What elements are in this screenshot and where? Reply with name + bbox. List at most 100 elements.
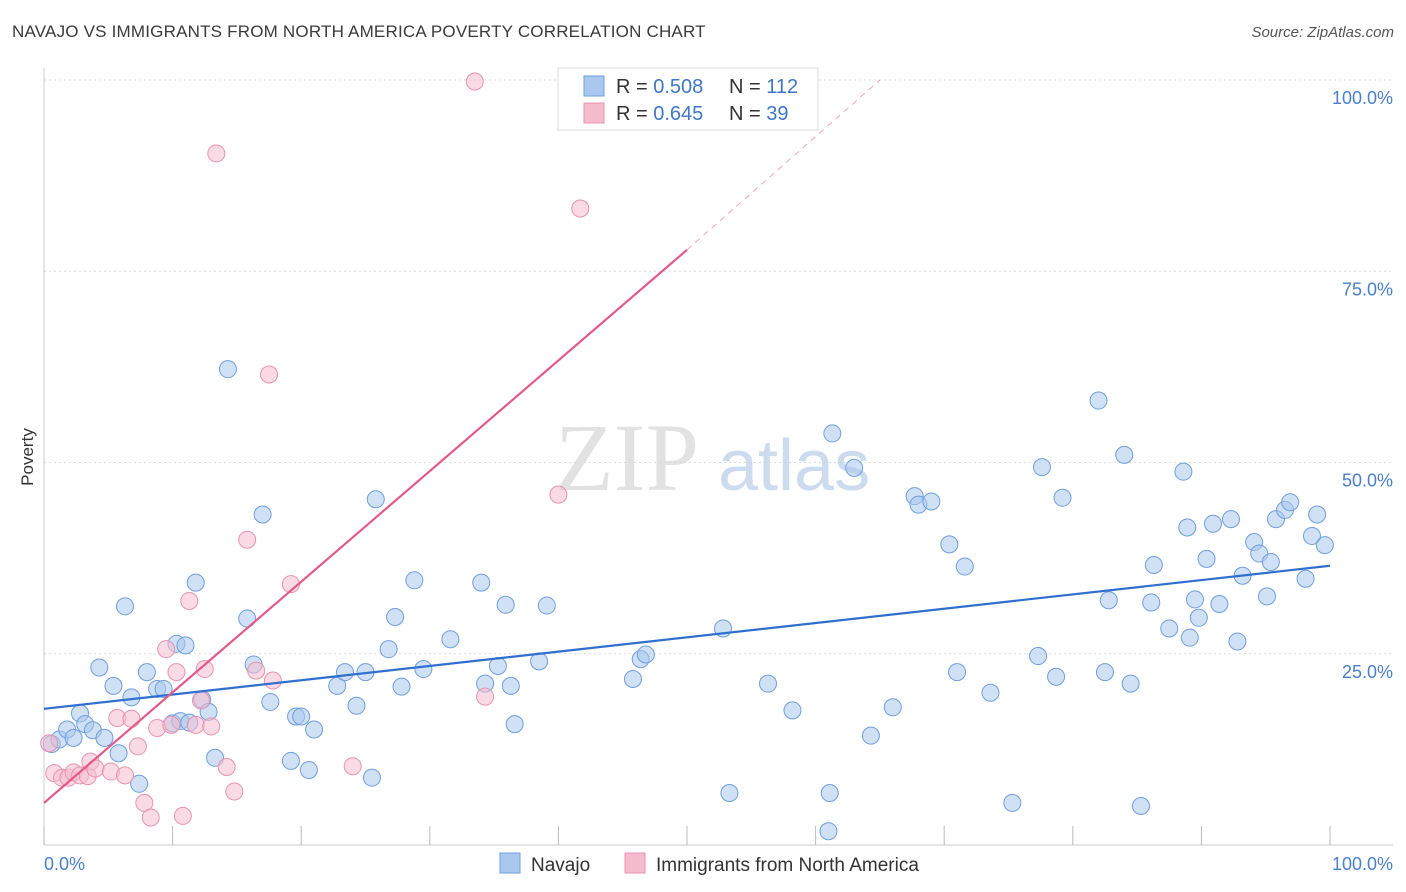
navajo-point <box>238 609 257 628</box>
navajo-point <box>414 660 433 679</box>
immigrants-point <box>465 72 484 91</box>
immigrants-point <box>191 691 210 710</box>
navajo-point <box>1160 619 1179 638</box>
navajo-point <box>1003 793 1022 812</box>
navajo-point <box>1174 462 1193 481</box>
data-points <box>40 72 1334 841</box>
navajo-point <box>1308 505 1327 524</box>
navajo-point <box>281 751 300 770</box>
immigrants-point <box>202 717 221 736</box>
stats-legend-r-label-immigrants: R = <box>616 103 653 125</box>
navajo-point <box>1180 628 1199 647</box>
navajo-point <box>1203 514 1222 533</box>
immigrants-point <box>186 715 205 734</box>
navajo-point <box>90 658 109 677</box>
stats-legend-n-immigrants: 39 <box>766 103 788 125</box>
stats-legend: R = 0.508 N = 112 R = 0.645 N = 39 <box>557 67 819 131</box>
source-label: Source: ZipAtlas.com <box>1251 24 1394 41</box>
navajo-point <box>299 761 318 780</box>
navajo-point <box>261 692 280 711</box>
y-axis-title: Poverty <box>18 428 37 486</box>
navajo-point <box>981 683 1000 702</box>
navajo-point <box>104 676 123 695</box>
immigrants-point <box>195 660 214 679</box>
navajo-point <box>940 535 959 554</box>
navajo-point <box>305 720 324 739</box>
chart-title: NAVAJO VS IMMIGRANTS FROM NORTH AMERICA … <box>12 22 706 41</box>
stats-legend-swatch-navajo <box>583 75 605 97</box>
navajo-point <box>537 596 556 615</box>
navajo-point <box>1144 556 1163 575</box>
navajo-point <box>218 360 237 379</box>
svg-text:N = 112: N = 112 <box>729 76 798 98</box>
immigrants-point <box>180 591 199 610</box>
series-legend: Navajo Immigrants from North America <box>499 852 919 876</box>
immigrants-point <box>476 687 495 706</box>
navajo-point <box>1257 587 1276 606</box>
navajo-point <box>1228 632 1247 651</box>
immigrants-point <box>40 734 59 753</box>
immigrants-point <box>263 671 282 690</box>
navajo-point <box>186 573 205 592</box>
stats-legend-n-label-navajo: N = <box>729 76 766 98</box>
watermark-atlas: atlas <box>718 426 870 506</box>
navajo-point <box>1221 510 1240 529</box>
navajo-point <box>176 636 195 655</box>
navajo-point <box>1131 796 1150 815</box>
navajo-point <box>1315 536 1334 555</box>
gridlines <box>44 79 1393 655</box>
stats-legend-n-navajo: 112 <box>766 76 798 98</box>
navajo-point <box>130 774 149 793</box>
y-tick-label-0: 25.0% <box>1342 662 1393 682</box>
navajo-point <box>1178 518 1197 537</box>
axes <box>43 68 1393 846</box>
navajo-point <box>1296 569 1315 588</box>
navajo-point <box>861 726 880 745</box>
navajo-point <box>109 744 128 763</box>
navajo-point <box>1032 458 1051 477</box>
navajo-point <box>759 674 778 693</box>
y-tick-label-3: 100.0% <box>1332 88 1393 108</box>
watermark-zip: ZIP <box>555 404 699 511</box>
legend-swatch-navajo <box>499 852 521 874</box>
navajo-point <box>636 645 655 664</box>
navajo-point <box>883 698 902 717</box>
legend-label-navajo: Navajo <box>531 855 590 876</box>
navajo-point <box>95 728 114 747</box>
stats-legend-r-label-navajo: R = <box>616 76 653 98</box>
navajo-point <box>386 608 405 627</box>
svg-text:R = 0.508: R = 0.508 <box>616 76 703 98</box>
navajo-point <box>823 424 842 443</box>
watermark: ZIP atlas <box>555 404 870 511</box>
navajo-trend-line <box>43 564 1331 710</box>
navajo-point <box>362 768 381 787</box>
immigrants-point <box>173 806 192 825</box>
navajo-point <box>253 505 272 524</box>
navajo-point <box>1115 445 1134 464</box>
svg-text:R = 0.645: R = 0.645 <box>616 103 703 125</box>
immigrants-point <box>247 661 266 680</box>
navajo-point <box>1047 667 1066 686</box>
navajo-point <box>116 597 135 616</box>
navajo-point <box>328 676 347 695</box>
navajo-point <box>1053 488 1072 507</box>
navajo-point <box>472 573 491 592</box>
immigrants-point <box>207 144 226 163</box>
navajo-point <box>955 557 974 576</box>
navajo-point <box>496 595 515 614</box>
y-tick-label-2: 75.0% <box>1342 279 1393 299</box>
immigrants-point <box>122 709 141 728</box>
navajo-point <box>948 663 967 682</box>
navajo-point <box>1089 391 1108 410</box>
navajo-point <box>820 783 839 802</box>
stats-legend-n-label-immigrants: N = <box>729 103 766 125</box>
x-tick-label-left: 0.0% <box>44 854 85 874</box>
navajo-point <box>1185 590 1204 609</box>
navajo-point <box>292 707 311 726</box>
navajo-point <box>1189 608 1208 627</box>
y-tick-labels: 25.0% 50.0% 75.0% 100.0% <box>1332 88 1393 682</box>
navajo-point <box>922 492 941 511</box>
stats-legend-r-navajo: 0.508 <box>653 76 703 98</box>
navajo-point <box>1197 549 1216 568</box>
